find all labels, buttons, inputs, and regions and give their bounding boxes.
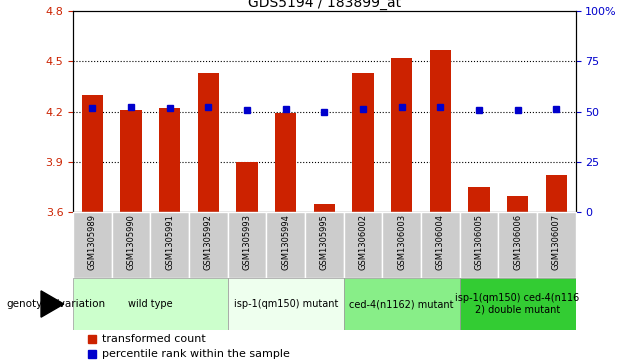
Bar <box>314 204 335 212</box>
Bar <box>228 278 343 330</box>
Bar <box>237 162 258 212</box>
Text: GSM1305994: GSM1305994 <box>281 214 290 270</box>
Bar <box>266 212 305 278</box>
Text: wild type: wild type <box>128 299 173 309</box>
Text: GSM1306003: GSM1306003 <box>397 214 406 270</box>
Bar <box>460 278 576 330</box>
Bar <box>189 212 228 278</box>
Text: GSM1306007: GSM1306007 <box>552 214 561 270</box>
Bar <box>421 212 460 278</box>
Bar <box>430 49 451 212</box>
Title: GDS5194 / 183899_at: GDS5194 / 183899_at <box>248 0 401 10</box>
Text: GSM1305989: GSM1305989 <box>88 214 97 270</box>
Text: GSM1306005: GSM1306005 <box>474 214 483 270</box>
Bar <box>73 278 228 330</box>
Text: GSM1306006: GSM1306006 <box>513 214 522 270</box>
Text: transformed count: transformed count <box>102 334 205 344</box>
Text: GSM1306002: GSM1306002 <box>359 214 368 270</box>
Bar <box>460 212 498 278</box>
Bar <box>391 58 412 212</box>
Bar <box>468 187 490 212</box>
Text: GSM1305992: GSM1305992 <box>204 214 213 270</box>
Text: genotype/variation: genotype/variation <box>6 299 106 309</box>
Text: ced-4(n1162) mutant: ced-4(n1162) mutant <box>349 299 454 309</box>
Bar <box>507 196 529 212</box>
Bar <box>82 95 103 212</box>
Text: GSM1306004: GSM1306004 <box>436 214 445 270</box>
Bar <box>228 212 266 278</box>
Bar <box>382 212 421 278</box>
Text: GSM1305991: GSM1305991 <box>165 214 174 270</box>
Bar <box>343 212 382 278</box>
Bar <box>198 73 219 212</box>
Text: isp-1(qm150) ced-4(n116
2) double mutant: isp-1(qm150) ced-4(n116 2) double mutant <box>455 293 580 315</box>
Bar <box>120 110 142 212</box>
Text: GSM1305990: GSM1305990 <box>127 214 135 270</box>
Text: percentile rank within the sample: percentile rank within the sample <box>102 349 289 359</box>
Polygon shape <box>41 291 64 317</box>
Bar <box>275 113 296 212</box>
Bar <box>73 212 112 278</box>
Bar <box>151 212 189 278</box>
Bar <box>498 212 537 278</box>
Bar <box>305 212 343 278</box>
Bar <box>546 175 567 212</box>
Bar <box>343 278 460 330</box>
Bar <box>352 73 373 212</box>
Text: isp-1(qm150) mutant: isp-1(qm150) mutant <box>233 299 338 309</box>
Bar <box>537 212 576 278</box>
Bar <box>112 212 151 278</box>
Text: GSM1305993: GSM1305993 <box>242 214 252 270</box>
Bar <box>159 108 181 212</box>
Text: GSM1305995: GSM1305995 <box>320 214 329 270</box>
